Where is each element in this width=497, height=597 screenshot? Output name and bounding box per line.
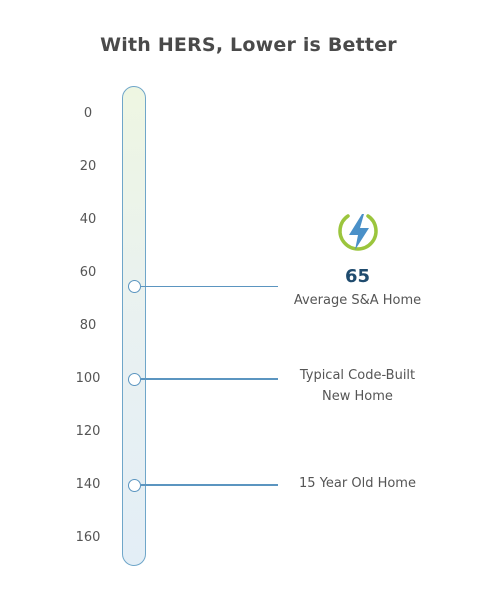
marker-old-home	[128, 478, 141, 492]
marker-line-old	[141, 484, 278, 486]
scale-tick-label: 20	[79, 159, 97, 174]
scale-tick-label: 120	[75, 424, 101, 439]
label-typical-line1: Typical Code-Built	[299, 368, 416, 383]
scale-tick-label: 80	[79, 318, 97, 333]
hers-scale-bar	[122, 86, 146, 566]
marker-line-typical	[141, 378, 278, 380]
diagram-title: With HERS, Lower is Better	[100, 34, 397, 56]
highlight-score: 65	[344, 266, 371, 287]
marker-line-average	[141, 285, 278, 287]
label-average-home: Average S&A Home	[293, 293, 422, 308]
lightning-bolt-icon	[338, 214, 378, 251]
scale-tick-label: 100	[75, 371, 101, 386]
label-typical-line2: New Home	[322, 389, 393, 404]
marker-typical-home	[128, 372, 141, 386]
scale-tick-label: 60	[79, 265, 97, 280]
scale-tick-label: 140	[75, 477, 101, 492]
scale-tick-label: 0	[83, 106, 93, 121]
label-old-home: 15 Year Old Home	[299, 476, 416, 491]
marker-average-home	[128, 279, 141, 293]
scale-tick-label: 160	[75, 530, 101, 545]
scale-tick-label: 40	[79, 212, 97, 227]
